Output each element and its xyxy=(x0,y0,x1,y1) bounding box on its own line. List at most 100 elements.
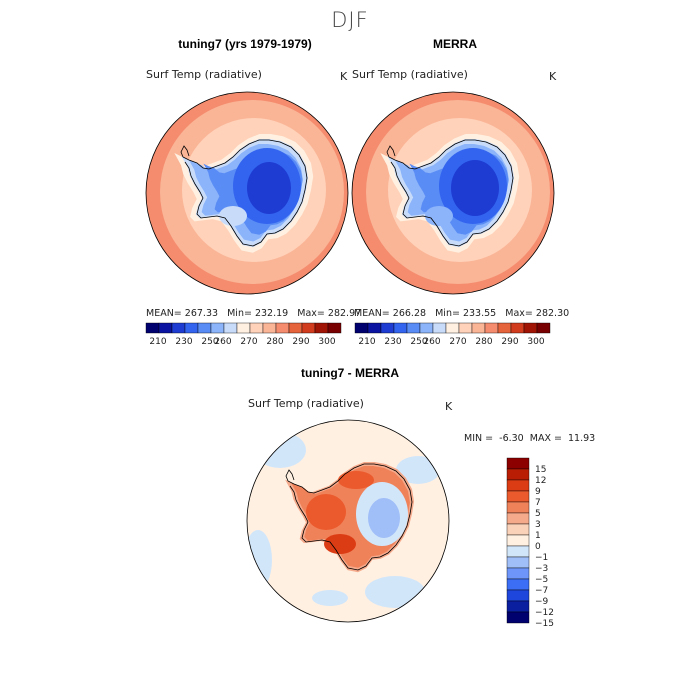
diff-colorbar-tick-label: 15 xyxy=(535,465,546,475)
diff-colorbar-tick-label: −7 xyxy=(535,586,548,596)
diff-colorbar-swatch xyxy=(506,479,530,492)
diff-colorbar-tick-label: −3 xyxy=(535,564,548,574)
panel-1-colorbar-tick-label: 210 xyxy=(149,337,166,347)
panel-2-colorbar-tick-label: 250 xyxy=(410,337,427,347)
panel-1-colorbar-swatch xyxy=(158,322,173,334)
panel-2-colorbar-swatch xyxy=(432,322,447,334)
panel-1-map xyxy=(145,91,349,295)
panel-2-colorbar-swatch xyxy=(536,322,551,334)
diff-colorbar-tick-label: −15 xyxy=(535,619,554,629)
panel-1-colorbar-swatch xyxy=(327,322,342,334)
panel-2-colorbar-swatch xyxy=(523,322,538,334)
panel-2-colorbar-swatch xyxy=(367,322,382,334)
panel-2-colorbar-tick-label: 300 xyxy=(527,337,544,347)
panel-2-colorbar-swatch xyxy=(484,322,499,334)
panel-1-colorbar-swatch xyxy=(210,322,225,334)
diff-colorbar-swatch xyxy=(506,556,530,569)
panel-1-title: tuning7 (yrs 1979-1979) xyxy=(178,37,312,51)
panel-2-stats: MEAN= 266.28 Min= 233.55 Max= 282.30 xyxy=(354,308,570,319)
diff-max: 11.93 xyxy=(568,433,596,444)
diff-panel-stats: MIN = -6.30 MAX = 11.93 xyxy=(464,433,596,444)
panel-1-colorbar-swatch xyxy=(275,322,290,334)
diff-colorbar-tick-label: 12 xyxy=(535,476,546,486)
diff-colorbar-swatch xyxy=(506,512,530,525)
panel-2-title: MERRA xyxy=(433,37,477,51)
diff-colorbar-swatch xyxy=(506,567,530,580)
diff-colorbar-tick-label: −5 xyxy=(535,575,548,585)
panel-1-colorbar-tick-label: 270 xyxy=(240,337,257,347)
panel-2-colorbar-tick-label: 210 xyxy=(358,337,375,347)
panel-1-units-label: K xyxy=(340,70,348,83)
diff-map xyxy=(246,419,450,623)
panel-2-colorbar-swatch xyxy=(445,322,460,334)
panel-2-units-label: K xyxy=(549,70,557,83)
diff-colorbar-swatch xyxy=(506,490,530,503)
panel-2-colorbar-swatch xyxy=(510,322,525,334)
panel-1-colorbar-swatch xyxy=(184,322,199,334)
panel-2-mean: 266.28 xyxy=(392,308,427,319)
panel-2-colorbar-swatch xyxy=(419,322,434,334)
panel-2-colorbar-swatch xyxy=(406,322,421,334)
diff-colorbar-tick-label: 3 xyxy=(535,520,541,530)
panel-2-map xyxy=(351,91,555,295)
panel-1-colorbar-swatch xyxy=(262,322,277,334)
diff-colorbar-swatch xyxy=(506,468,530,481)
panel-2-max: 282.30 xyxy=(535,308,570,319)
panel-2-colorbar-swatch xyxy=(497,322,512,334)
diff-panel-variable-label: Surf Temp (radiative) xyxy=(248,397,364,410)
panel-1-colorbar-swatch xyxy=(249,322,264,334)
diff-colorbar-tick-label: 5 xyxy=(535,509,541,519)
diff-colorbar-swatch xyxy=(506,611,530,624)
panel-1-colorbar-swatch xyxy=(197,322,212,334)
panel-2-colorbar-tick-label: 260 xyxy=(423,337,440,347)
diff-colorbar-tick-label: −9 xyxy=(535,597,549,607)
panel-1-colorbar-tick-label: 290 xyxy=(292,337,309,347)
panel-1-stats: MEAN= 267.33 Min= 232.19 Max= 282.97 xyxy=(146,308,362,319)
panel-1-colorbar-swatch xyxy=(236,322,251,334)
panel-1-variable-label: Surf Temp (radiative) xyxy=(146,68,262,81)
panel-1-colorbar-swatch xyxy=(288,322,303,334)
panel-2-variable-label: Surf Temp (radiative) xyxy=(352,68,468,81)
panel-2-colorbar-tick-label: 280 xyxy=(475,337,492,347)
panel-2-colorbar-swatch xyxy=(458,322,473,334)
diff-colorbar-swatch xyxy=(506,589,530,602)
panel-2-colorbar-swatch xyxy=(354,322,369,334)
panel-1-colorbar-tick-label: 300 xyxy=(318,337,335,347)
panel-1-colorbar-swatch xyxy=(314,322,329,334)
diff-colorbar-swatch xyxy=(506,523,530,536)
panel-1-colorbar-swatch xyxy=(301,322,316,334)
diff-colorbar-swatch xyxy=(506,501,530,514)
diff-panel-title: tuning7 - MERRA xyxy=(301,366,399,380)
diff-colorbar-swatch xyxy=(506,578,530,591)
panel-2-colorbar-tick-label: 270 xyxy=(449,337,466,347)
diff-colorbar-swatch xyxy=(506,457,530,470)
diff-colorbar-tick-label: −12 xyxy=(535,608,554,618)
panel-2-colorbar-tick-label: 230 xyxy=(384,337,401,347)
panel-1-colorbar-tick-label: 260 xyxy=(214,337,231,347)
panel-1-mean: 267.33 xyxy=(184,308,219,319)
panel-1-colorbar-swatch xyxy=(145,322,160,334)
panel-1-min: 232.19 xyxy=(254,308,289,319)
panel-1-colorbar-tick-label: 280 xyxy=(266,337,283,347)
diff-colorbar-swatch xyxy=(506,545,530,558)
diff-colorbar-tick-label: 0 xyxy=(535,542,541,552)
panel-1-colorbar-swatch xyxy=(223,322,238,334)
diff-min: -6.30 xyxy=(499,433,524,444)
panel-1-max: 282.97 xyxy=(327,308,362,319)
panel-1-colorbar-tick-label: 230 xyxy=(175,337,192,347)
panel-1-colorbar-tick-label: 250 xyxy=(201,337,218,347)
figure-title: DJF xyxy=(331,8,369,32)
diff-colorbar-swatch xyxy=(506,534,530,547)
diff-colorbar-tick-label: −1 xyxy=(535,553,548,563)
diff-colorbar-tick-label: 7 xyxy=(535,498,541,508)
diff-colorbar-tick-label: 9 xyxy=(535,487,541,497)
panel-2-min: 233.55 xyxy=(462,308,497,319)
panel-2-colorbar-tick-label: 290 xyxy=(501,337,518,347)
panel-2-colorbar-swatch xyxy=(471,322,486,334)
diff-colorbar-tick-label: 1 xyxy=(535,531,541,541)
panel-2-colorbar-swatch xyxy=(380,322,395,334)
